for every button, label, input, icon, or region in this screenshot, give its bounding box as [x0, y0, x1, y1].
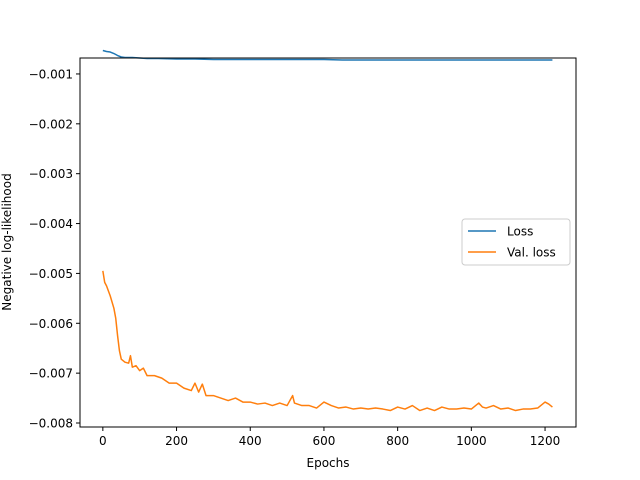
y-tick-label: −0.003 [29, 167, 73, 181]
x-axis: 0 200 400 600 800 1000 1200 [99, 427, 560, 448]
plot-frame [79, 57, 577, 428]
y-tick-label: −0.001 [29, 67, 73, 81]
y-axis: −0.001 −0.002 −0.003 −0.004 −0.005 −0.006 −0.0… [29, 67, 80, 431]
x-axis-label: Epochs [307, 456, 350, 470]
x-tick-label: 600 [312, 434, 335, 448]
x-tick-label: 1000 [456, 434, 487, 448]
series-line-val-loss [102, 270, 553, 412]
y-tick-label: −0.007 [29, 367, 73, 381]
series-line-loss [102, 49, 553, 61]
legend-label-loss: Loss [507, 225, 533, 239]
y-tick-label: −0.008 [29, 417, 73, 431]
x-tick-label: 1200 [530, 434, 561, 448]
plot-lines [102, 49, 553, 412]
x-tick-label: 200 [165, 434, 188, 448]
legend: Loss Val. loss [461, 218, 571, 266]
x-tick-label: 0 [99, 434, 107, 448]
y-tick-label: −0.002 [29, 117, 73, 131]
legend-label-val-loss: Val. loss [507, 246, 556, 260]
y-tick-label: −0.004 [29, 217, 73, 231]
y-tick-label: −0.005 [29, 267, 73, 281]
y-tick-label: −0.006 [29, 317, 73, 331]
x-tick-label: 800 [386, 434, 409, 448]
x-tick-label: 400 [239, 434, 262, 448]
y-axis-label: Negative log-likelihood [0, 173, 14, 310]
